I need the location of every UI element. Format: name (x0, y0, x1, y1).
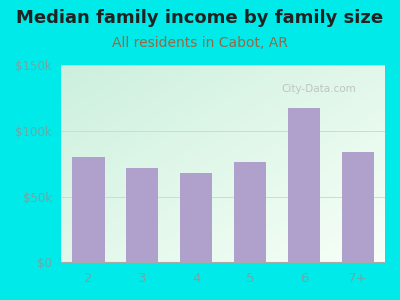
Bar (72, 157, 104, 262)
Text: Median family income by family size: Median family income by family size (16, 9, 384, 27)
Bar (342, 152, 374, 262)
Bar (234, 162, 266, 262)
Text: City-Data.com: City-Data.com (282, 84, 356, 94)
Text: All residents in Cabot, AR: All residents in Cabot, AR (112, 36, 288, 50)
Bar (126, 168, 158, 262)
Bar (180, 173, 212, 262)
Bar (288, 108, 320, 262)
